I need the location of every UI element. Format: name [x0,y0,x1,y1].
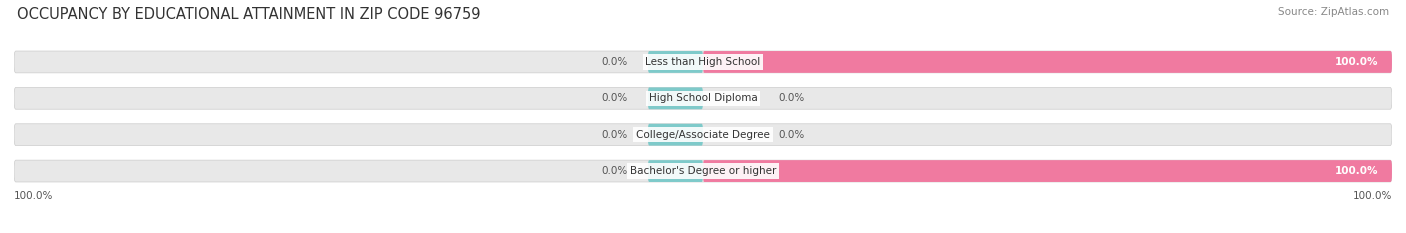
Text: 100.0%: 100.0% [1334,166,1378,176]
Text: OCCUPANCY BY EDUCATIONAL ATTAINMENT IN ZIP CODE 96759: OCCUPANCY BY EDUCATIONAL ATTAINMENT IN Z… [17,7,481,22]
FancyBboxPatch shape [703,51,1392,73]
FancyBboxPatch shape [648,160,703,182]
Text: 0.0%: 0.0% [779,130,806,140]
Text: 100.0%: 100.0% [14,191,53,201]
FancyBboxPatch shape [14,87,1392,109]
Text: Source: ZipAtlas.com: Source: ZipAtlas.com [1278,7,1389,17]
FancyBboxPatch shape [648,87,703,109]
Text: 0.0%: 0.0% [779,93,806,103]
FancyBboxPatch shape [648,51,703,73]
FancyBboxPatch shape [703,160,1392,182]
Text: High School Diploma: High School Diploma [648,93,758,103]
Text: 100.0%: 100.0% [1334,57,1378,67]
Text: 0.0%: 0.0% [600,93,627,103]
Text: College/Associate Degree: College/Associate Degree [636,130,770,140]
Text: 100.0%: 100.0% [1353,191,1392,201]
FancyBboxPatch shape [14,160,1392,182]
Text: Less than High School: Less than High School [645,57,761,67]
FancyBboxPatch shape [14,124,1392,146]
Text: 0.0%: 0.0% [600,130,627,140]
Text: Bachelor's Degree or higher: Bachelor's Degree or higher [630,166,776,176]
FancyBboxPatch shape [14,51,1392,73]
Text: 0.0%: 0.0% [600,57,627,67]
FancyBboxPatch shape [648,124,703,146]
Text: 0.0%: 0.0% [600,166,627,176]
